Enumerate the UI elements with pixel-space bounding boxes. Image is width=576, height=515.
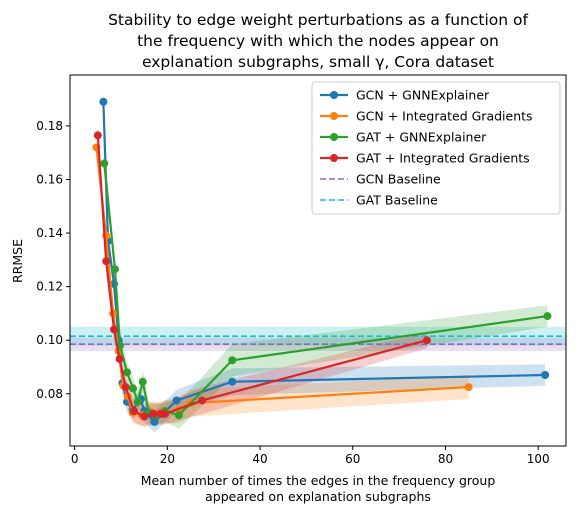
data-point — [228, 356, 237, 365]
data-point — [541, 371, 550, 380]
legend-marker — [330, 91, 338, 99]
series-line — [96, 135, 428, 418]
data-point — [161, 409, 170, 418]
legend-label: GAT Baseline — [356, 193, 438, 208]
y-tick-label: 0.08 — [36, 387, 63, 401]
x-tick-label: 60 — [345, 452, 360, 466]
data-point — [93, 131, 102, 140]
data-point — [129, 384, 138, 393]
y-tick-label: 0.14 — [36, 226, 63, 240]
x-axis-label-line-2: appeared on explanation subgraphs — [205, 489, 431, 504]
data-point — [123, 368, 132, 377]
data-point — [99, 97, 108, 106]
legend-label: GCN Baseline — [356, 172, 441, 187]
data-point — [100, 159, 109, 168]
legend-label: GCN + Integrated Gradients — [356, 109, 533, 124]
data-point — [121, 383, 130, 392]
x-tick-label: 40 — [252, 452, 267, 466]
chart-title: Stability to edge weight perturbations a… — [108, 11, 528, 71]
data-point — [115, 354, 124, 363]
legend: GCN + GNNExplainer GCN + Integrated Gradi… — [311, 81, 561, 215]
x-tick-label: 0 — [71, 452, 79, 466]
x-axis-ticks: 0 20 40 60 80 100 — [71, 446, 550, 466]
data-point — [102, 257, 111, 266]
data-point — [174, 411, 183, 420]
legend-label: GAT + GNNExplainer — [356, 130, 487, 145]
data-point — [149, 409, 158, 418]
series-band — [104, 152, 548, 429]
x-axis-label-line-1: Mean number of times the edges in the fr… — [141, 473, 496, 488]
legend-marker — [330, 154, 338, 162]
data-point — [422, 336, 431, 345]
y-tick-label: 0.12 — [36, 280, 63, 294]
y-tick-label: 0.16 — [36, 172, 63, 186]
plot-frame — [69, 74, 567, 447]
x-tick-label: 20 — [160, 452, 175, 466]
legend-marker — [330, 112, 338, 120]
x-tick-label: 100 — [527, 452, 550, 466]
baseline-lines — [70, 335, 566, 346]
y-axis-label: RRMSE — [10, 239, 25, 283]
x-tick-label: 80 — [438, 452, 453, 466]
data-point — [110, 265, 119, 274]
legend-label: GCN + GNNExplainer — [356, 88, 490, 103]
data-point — [228, 377, 237, 386]
data-point — [198, 396, 207, 405]
data-point — [150, 417, 159, 426]
series-band — [96, 136, 469, 426]
legend-box — [311, 81, 561, 215]
y-axis-ticks: 0.08 0.10 0.12 0.14 0.16 0.18 — [36, 119, 70, 401]
y-tick-label: 0.10 — [36, 333, 63, 347]
data-point — [133, 397, 142, 406]
data-point — [464, 383, 473, 392]
title-line-2: the frequency with which the nodes appea… — [137, 32, 499, 50]
title-line-3: explanation subgraphs, small γ, Cora dat… — [142, 53, 494, 71]
data-point — [543, 312, 552, 321]
data-point — [172, 396, 181, 405]
data-point — [129, 407, 138, 416]
legend-label: GAT + Integrated Gradients — [356, 151, 530, 166]
data-point — [140, 412, 149, 421]
series-lines — [92, 97, 552, 426]
y-tick-label: 0.18 — [36, 119, 63, 133]
legend-marker — [330, 133, 338, 141]
data-point — [138, 377, 147, 386]
title-line-1: Stability to edge weight perturbations a… — [108, 11, 528, 29]
data-point — [110, 325, 119, 334]
